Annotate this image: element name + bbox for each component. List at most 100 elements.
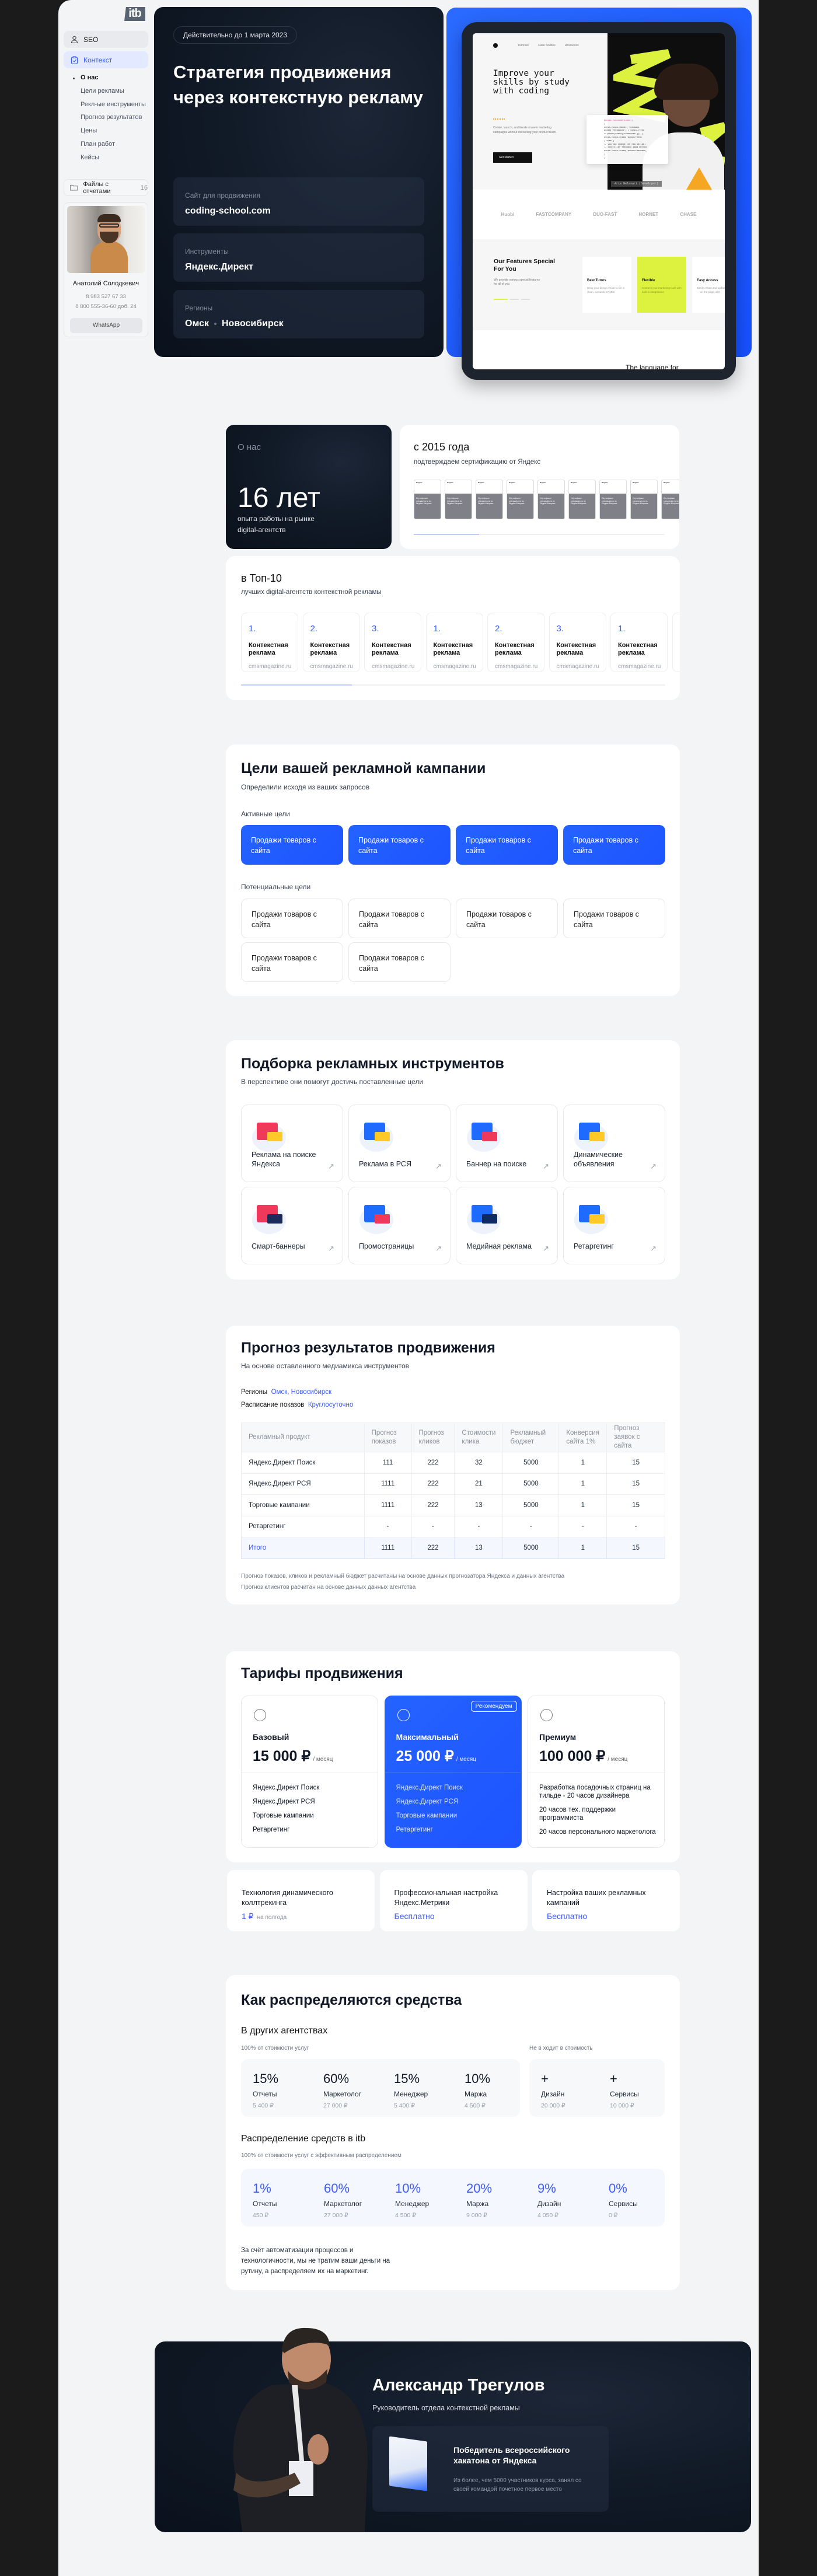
price-period: / месяц <box>456 1756 476 1763</box>
preview-feature-title: Best Tutors <box>587 279 606 282</box>
smart-banner-illustration <box>252 1203 287 1234</box>
tool-card[interactable]: Промостраницы ↗ <box>348 1187 451 1264</box>
tool-card[interactable]: Медийная реклама ↗ <box>456 1187 558 1264</box>
years-caption: опыта работы на рынке digital-агентств <box>238 515 315 534</box>
sidebar-subitem[interactable]: Прогноз результатов <box>81 114 142 121</box>
tariff-features: Яндекс.Директ Поиск Яндекс.Директ РСЯ Торг… <box>253 1784 369 1840</box>
potential-goal-chip[interactable]: Продажи товаров с сайта <box>348 899 451 938</box>
certificate-thumbnail[interactable]: Яндекс Сертификат специалиста по Яндекс.М… <box>476 480 503 519</box>
sidebar-item-seo[interactable]: SEO <box>64 31 148 48</box>
sidebar-item-context[interactable]: Контекст <box>64 51 148 68</box>
sidebar-subitem[interactable]: План работ <box>81 141 116 148</box>
preview-code-line: $this->load->model('feedback <box>604 126 640 129</box>
tool-card[interactable]: Смарт-баннеры ↗ <box>241 1187 343 1264</box>
top10-item[interactable]: 2. Контекстная реклама cmsmagazine.ru <box>302 613 360 672</box>
potential-goal-chip[interactable]: Продажи товаров с сайта <box>241 942 343 982</box>
certificates-scrollbar[interactable] <box>414 534 665 535</box>
preview-code-line: // you can change the new variabl <box>604 143 646 146</box>
tool-card[interactable]: Ретаргетинг ↗ <box>563 1187 665 1264</box>
certificate-thumbnail[interactable]: Яндекс Сертификат специалиста по Яндекс.М… <box>507 480 534 519</box>
tariff-feature: Ретаргетинг <box>253 1826 290 1833</box>
certificate-thumbnail[interactable]: Яндекс Сертификат специалиста по Яндекс.М… <box>661 480 679 519</box>
distribution-item: 10% Менеджер 4 500 ₽ <box>395 2181 429 2219</box>
active-goal-chip[interactable]: Продажи товаров с сайта <box>563 825 665 865</box>
itb-logo[interactable]: itb <box>124 7 145 21</box>
top10-name: Контекстная реклама <box>372 642 411 656</box>
tool-card[interactable]: Динамические объявления ↗ <box>563 1105 665 1182</box>
tariff-card-0[interactable]: Базовый 15 000 ₽ / месяц Яндекс.Директ Поис… <box>241 1696 378 1848</box>
table-cell: 15 <box>606 1452 665 1474</box>
potential-goal-chip[interactable]: Продажи товаров с сайта <box>456 899 558 938</box>
top10-item[interactable]: 2. Контекстная реклама cmsmagazine.ru <box>487 613 544 672</box>
certificate-thumbnail[interactable]: Яндекс Сертификат специалиста по Яндекс.М… <box>568 480 596 519</box>
sidebar-subitem[interactable]: Рекл-ые инструменты <box>81 100 146 108</box>
field-label: Сайт для продвижения <box>185 191 261 200</box>
tool-card[interactable]: Реклама на поиске Яндекса ↗ <box>241 1105 343 1182</box>
certificate-header: Яндекс <box>600 480 626 494</box>
potential-goal-chip[interactable]: Продажи товаров с сайта <box>563 899 665 938</box>
certificate-thumbnail[interactable]: Яндекс Сертификат специалиста по Яндекс.М… <box>537 480 565 519</box>
active-goal-chip[interactable]: Продажи товаров с сайта <box>241 825 343 865</box>
sidebar-subitem[interactable]: О нас <box>81 74 99 81</box>
top10-item[interactable]: 3. Контекстная реклама cmsmagazine.ru <box>364 613 421 672</box>
top10-item[interactable]: 1. Контекстная реклама cmsmagazine.ru <box>425 613 483 672</box>
distribution-percent: 15% <box>394 2071 420 2086</box>
top10-item[interactable]: 1. Контекстная реклама cmsmagazine.ru <box>241 613 298 672</box>
sidebar-subitem[interactable]: Цены <box>81 127 97 135</box>
tool-card[interactable]: Баннер на поиске ↗ <box>456 1105 558 1182</box>
preview-code-line: // controller feedback pada method <box>604 146 647 149</box>
top10-scrollbar[interactable] <box>241 684 665 686</box>
field-label: Инструменты <box>185 247 229 256</box>
top10-item[interactable]: 1. Контекстная реклама cmsmagazine.ru <box>610 613 668 672</box>
award-description: Из более, чем 5000 участников курса, зан… <box>453 2477 582 2493</box>
extra-service-card[interactable]: Настройка ваших рекламных кампаний Беспла… <box>532 1870 680 1931</box>
sidebar-subitem[interactable]: Цели рекламы <box>81 87 124 95</box>
tariff-card-1[interactable]: Рекомендуем Максимальный 25 000 ₽ / месяц Ян… <box>384 1696 522 1848</box>
regions-link[interactable]: Омск, Новосибирск <box>271 1389 332 1396</box>
certificate-title: Сертификат специалиста по Яндекс.Метрике <box>509 497 525 505</box>
extra-service-card[interactable]: Технология динамического коллтрекинга 1 ₽… <box>227 1870 375 1931</box>
preview-feature-card: Best Tutors Bring your design vision to l… <box>582 257 631 313</box>
distribution-percent: 10% <box>395 2181 421 2196</box>
certificate-title: Сертификат специалиста по Яндекс.Метрике <box>540 497 556 505</box>
top10-rank: 1. <box>249 624 256 634</box>
extra-service-card[interactable]: Профессиональная настройка Яндекс.Метрик… <box>379 1870 528 1931</box>
table-header-row: Рекламный продукт Прогноз показов Прогноз … <box>241 1422 665 1452</box>
schedule-link[interactable]: Круглосуточно <box>308 1401 354 1408</box>
top10-rank: 2. <box>310 624 318 634</box>
table-cell: 32 <box>454 1452 504 1474</box>
table-cell: 15 <box>606 1473 665 1495</box>
certificate-header: Яндекс <box>631 480 657 494</box>
potential-goal-chip[interactable]: Продажи товаров с сайта <box>348 942 451 982</box>
top10-card: в Топ-10 лучших digital-агентств контекс… <box>226 556 680 700</box>
tool-label: Реклама в РСЯ <box>359 1160 411 1168</box>
certificate-thumbnail[interactable]: Яндекс Сертификат специалиста по Яндекс.М… <box>414 480 441 519</box>
sidebar-subitem[interactable]: Кейсы <box>81 153 100 161</box>
certificate-thumbnail[interactable]: Яндекс Сертификат специалиста по Яндекс.М… <box>445 480 472 519</box>
distribution-item: 15% Отчеты 5 400 ₽ <box>253 2071 278 2109</box>
manager-phone[interactable]: 8 800 555-36-60 доб. 24 <box>75 303 137 310</box>
certificate-title: Сертификат специалиста по Яндекс.Метрике <box>478 497 494 505</box>
tariff-feature: Яндекс.Директ Поиск <box>396 1784 463 1791</box>
active-goal-chip[interactable]: Продажи товаров с сайта <box>456 825 558 865</box>
distribution-name: Отчеты <box>253 2090 277 2098</box>
extra-price-value: 1 ₽ <box>242 1911 254 1921</box>
certificate-thumbnail[interactable]: Яндекс Сертификат специалиста по Яндекс.М… <box>630 480 658 519</box>
dynamic-ads-illustration <box>574 1120 609 1152</box>
speedometer-icon <box>397 1709 410 1721</box>
tool-card[interactable]: Реклама в РСЯ ↗ <box>348 1105 451 1182</box>
top10-item[interactable]: 3. Контекстная реклама cmsmagazine.ru <box>549 613 606 672</box>
section-title: Тарифы продвижения <box>241 1665 403 1682</box>
whatsapp-button[interactable]: WhatsApp <box>70 318 142 333</box>
site-preview-screen: Arie Melasari (Developer) Tutorials Case … <box>473 33 725 369</box>
preview-code-line: $this->load->view('admin/feedback_ <box>604 150 647 153</box>
active-goal-chip[interactable]: Продажи товаров с сайта <box>348 825 451 865</box>
certificate-thumbnail[interactable]: Яндекс Сертификат специалиста по Яндекс.М… <box>599 480 627 519</box>
reports-files-button[interactable]: Файлы с отчетами 16 <box>64 179 148 196</box>
top10-item[interactable] <box>672 613 680 672</box>
manager-phone[interactable]: 8 983 527 67 33 <box>86 293 126 300</box>
tariff-card-2[interactable]: Премиум 100 000 ₽ / месяц Разработка посадо… <box>528 1696 665 1848</box>
potential-goal-chip[interactable]: Продажи товаров с сайта <box>241 899 343 938</box>
preview-code-line: } <box>604 153 606 156</box>
hero-card: Действительно до 1 марта 2023 Стратегия … <box>154 7 444 357</box>
